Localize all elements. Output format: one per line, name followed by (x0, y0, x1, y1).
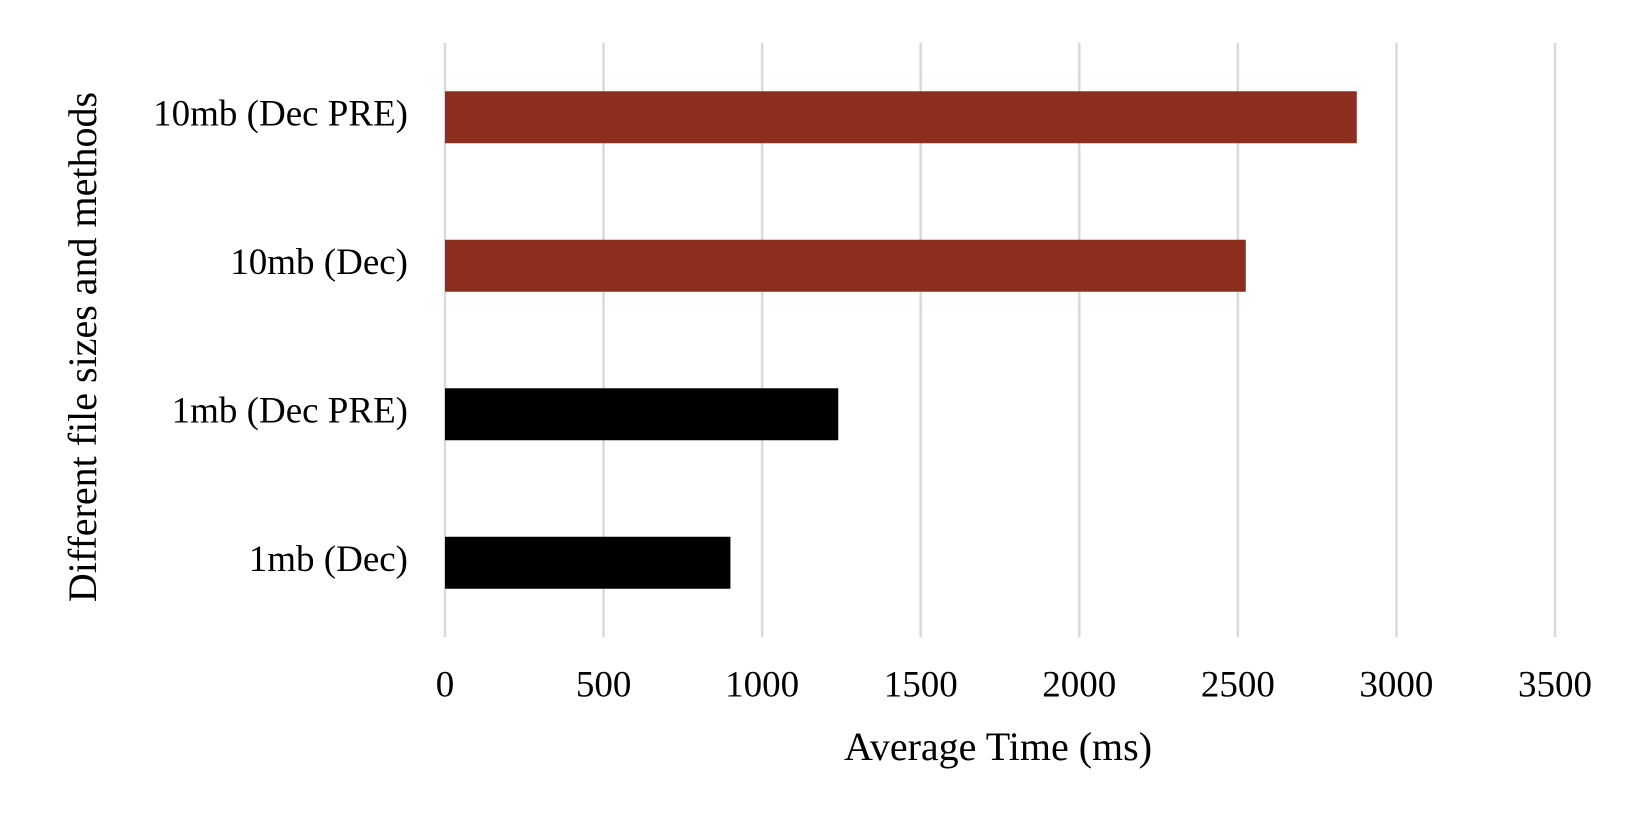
y-tick-label: 1mb (Dec) (249, 539, 408, 580)
y-tick-label: 10mb (Dec PRE) (153, 94, 408, 135)
x-tick-label: 1500 (884, 664, 958, 705)
bar (445, 239, 1246, 292)
y-tick-label: 10mb (Dec) (230, 242, 408, 283)
bar (445, 388, 839, 441)
x-axis-title: Average Time (ms) (844, 724, 1152, 769)
x-tick-label: 2000 (1042, 664, 1116, 705)
x-tick-label: 1000 (725, 664, 799, 705)
x-tick-label: 500 (576, 664, 632, 705)
x-tick-label: 0 (436, 664, 455, 705)
x-tick-label: 3500 (1518, 664, 1592, 705)
bar (445, 536, 731, 589)
x-tick-label: 2500 (1201, 664, 1275, 705)
y-axis-title: Different file sizes and methods (60, 92, 105, 602)
x-tick-label: 3000 (1359, 664, 1433, 705)
y-tick-label: 1mb (Dec PRE) (172, 391, 408, 432)
bar (445, 91, 1357, 144)
